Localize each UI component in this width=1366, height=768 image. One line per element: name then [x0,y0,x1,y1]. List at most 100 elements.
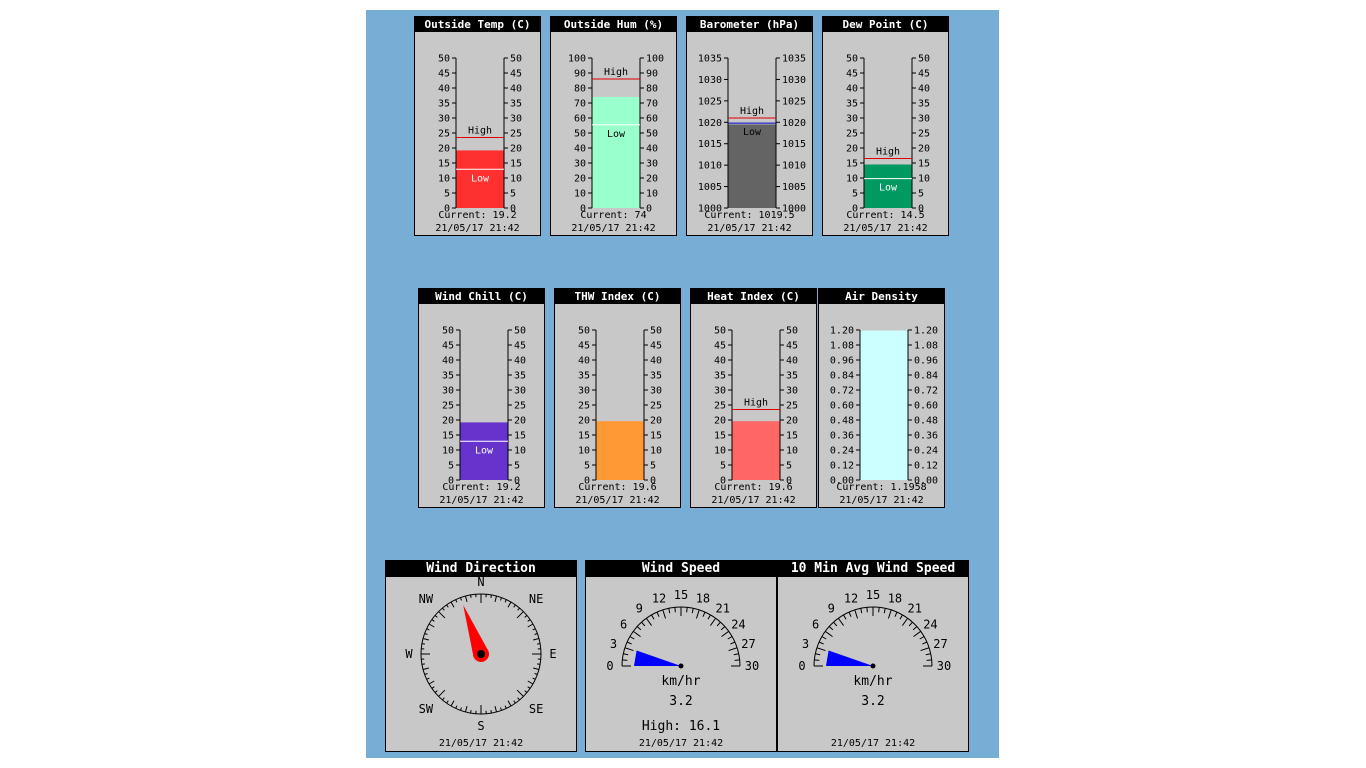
compass-tick [446,604,449,608]
tick-label: 10 [574,189,586,200]
tick-label: 50 [574,129,586,140]
tick-label: 15 [514,431,526,442]
tick-label: 25 [438,129,450,140]
low-label: Low [475,445,494,456]
tick-label: 20 [438,144,450,155]
tick-label: 45 [510,69,522,80]
outside-hum-gauge: 0 0 10 10 20 20 30 30 40 40 50 50 60 60 70 70 80 80 90 90 10… [568,54,664,215]
tick-label: 50 [438,54,450,65]
tick-label: 10 [510,174,522,185]
speed-wedge [634,650,681,666]
tick-label: 100 [646,54,664,65]
tick-label: 1.20 [830,326,854,337]
tick-label: 25 [510,129,522,140]
compass-tick [516,611,524,619]
compass-tick [438,611,446,619]
dial-tick [908,621,913,627]
tick-label: 45 [918,69,930,80]
tick-label: 1010 [782,161,806,172]
tick-label: 45 [714,341,726,352]
gauge-fill [460,422,508,480]
dial-tick [818,641,824,645]
current-value: Current: 74 [580,210,647,221]
compass-tick [504,705,507,709]
tick-label: 0 [786,476,792,487]
tick-label: 45 [786,341,798,352]
compass-tick [527,623,534,628]
tick-label: 50 [578,326,590,337]
tick-label: 20 [442,416,454,427]
dial-tick [926,659,932,661]
dial-tick-label: 9 [828,602,835,616]
compass-tick [446,700,449,704]
tick-label: 0.36 [914,431,938,442]
compass-label-ne: NE [529,592,543,606]
compass-label-n: N [477,575,484,589]
dial-tick-label: 24 [923,617,937,631]
barometer-gauge: 1000 1000 1005 1005 1010 1010 1015 1015 1020 1020… [698,54,806,215]
tick-label: 40 [514,356,526,367]
compass-tick [537,643,541,645]
tick-label: 15 [650,431,662,442]
tick-label: 1020 [782,118,806,129]
high-value: High: 16.1 [641,719,721,734]
tick-label: 30 [574,159,586,170]
tick-label: 0.96 [830,356,854,367]
tick-label: 5 [852,189,858,200]
tick-label: 5 [720,461,726,472]
low-label: Low [743,127,762,138]
tick-label: 50 [514,326,526,337]
tick-label: 25 [514,401,526,412]
tick-label: 15 [510,159,522,170]
compass-tick [431,686,435,689]
tick-label: 50 [510,54,522,65]
dial-tick [828,626,834,631]
dial-tick [925,653,931,656]
compass-tick [533,637,540,641]
compass-tick [513,604,516,608]
tick-label: 0 [646,204,652,215]
tick-label: 45 [514,341,526,352]
dial-tick [662,609,667,619]
compass-tick [434,690,438,693]
tick-label: 0.60 [914,401,938,412]
air-density-gauge: 0.00 0.00 0.12 0.12 0.24 0.24 0.36 0.36 0.48 0.48… [830,326,938,487]
tick-label: 0.24 [914,446,938,457]
dial-tick [816,647,826,652]
dial-tick [837,617,845,626]
tick-label: 5 [510,189,516,200]
outside-temp-panel: Outside Temp (C) 0 0 5 5 10 10 15 15 20 20 25 25 30 3… [414,16,541,236]
dial-tick [901,617,909,626]
tick-label: 0.12 [830,461,854,472]
tick-label: 0.48 [830,416,854,427]
panel-title: Wind Direction [386,561,576,577]
compass-tick [507,601,512,608]
tick-label: 40 [438,84,450,95]
tick-label: 40 [786,356,798,367]
tick-label: 20 [510,144,522,155]
tick-label: 35 [846,99,858,110]
dial-tick [686,607,688,613]
compass-tick [424,673,428,675]
dial-tick-label: 0 [606,659,613,673]
compass-label-e: E [549,647,556,661]
compass-tick [464,595,468,602]
compass-tick [490,710,492,714]
tick-label: 0 [918,204,924,215]
compass-tick [516,689,524,697]
tick-label: 15 [442,431,454,442]
dial-tick [622,659,628,661]
tick-label: 25 [786,401,798,412]
dial-tick-label: 3 [610,637,617,651]
compass-tick [500,597,502,601]
tick-label: 50 [442,326,454,337]
tick-label: 50 [646,129,658,140]
tick-label: 80 [646,84,658,95]
gauge-fill [860,330,908,480]
tick-label: 10 [846,174,858,185]
dial-tick [843,614,847,620]
tick-label: 5 [650,461,656,472]
speed-wedge [826,650,873,666]
high-label: High [876,147,900,158]
tick-label: 30 [442,386,454,397]
